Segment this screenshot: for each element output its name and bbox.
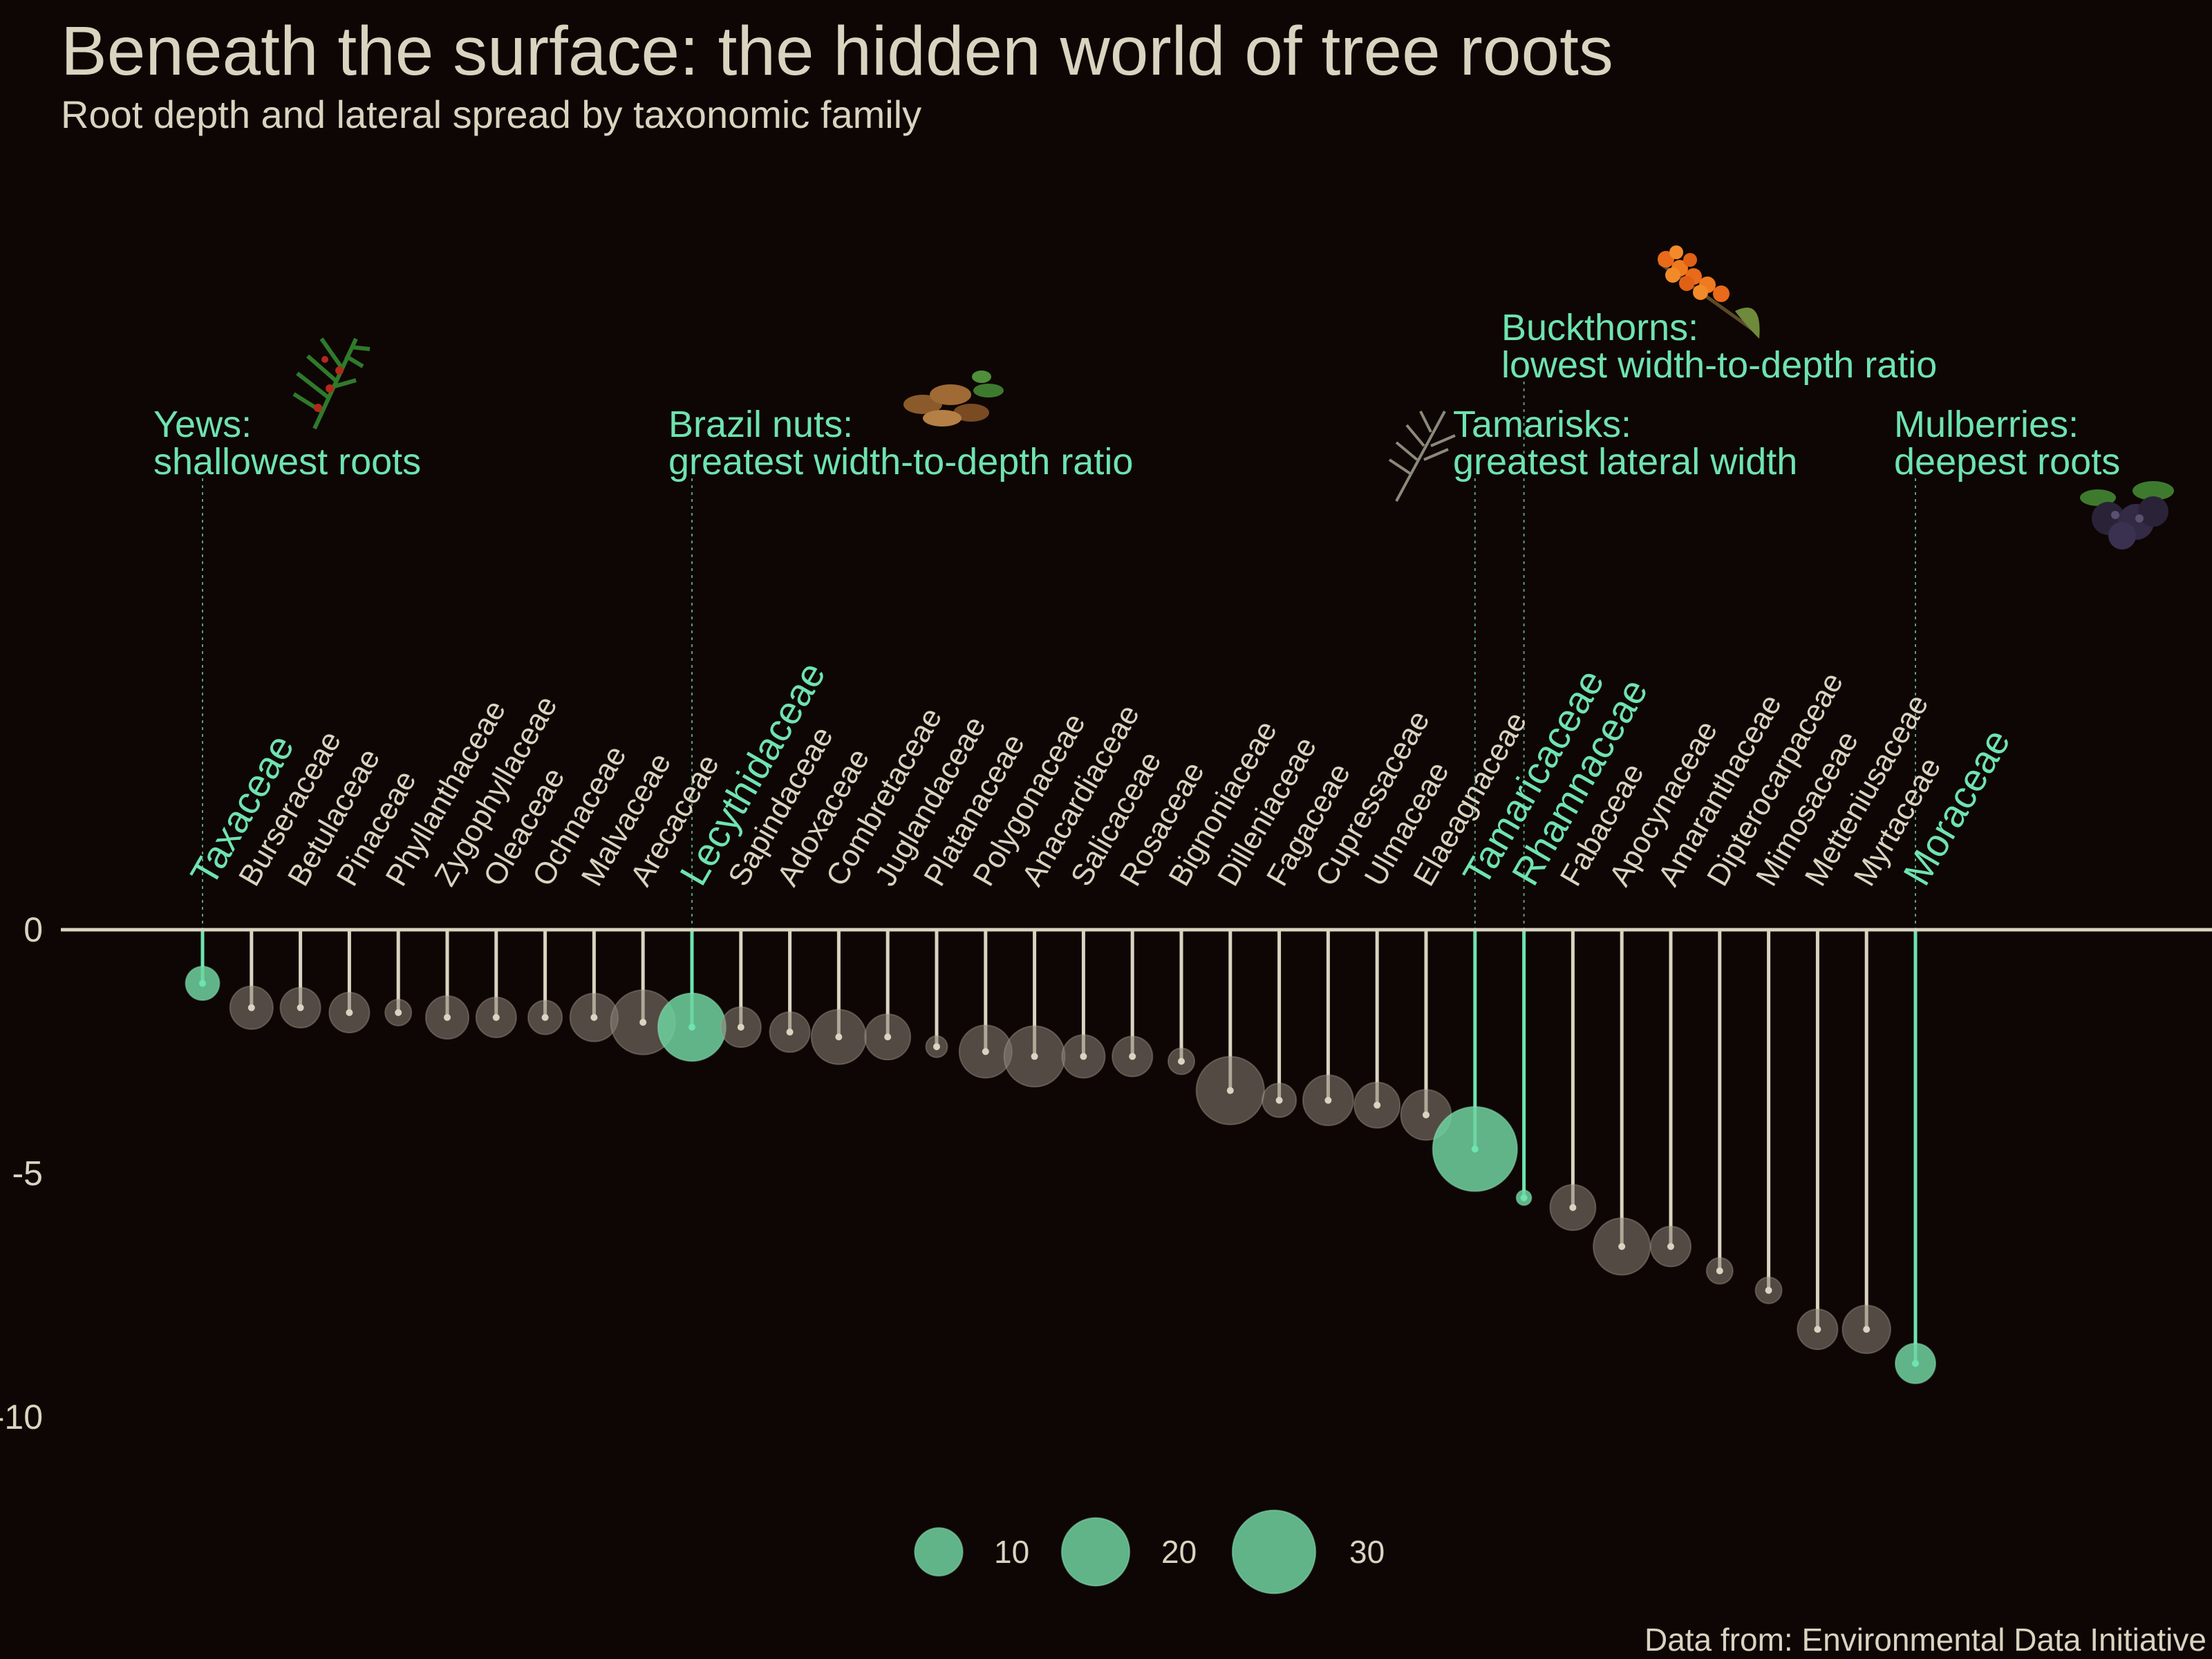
bubble-center-dot — [1423, 1111, 1430, 1118]
bubble-center-dot — [1080, 1053, 1087, 1060]
brazil-nuts-icon — [903, 371, 1004, 427]
bubble-center-dot — [1324, 1096, 1332, 1104]
legend-label: 30 — [1349, 1534, 1385, 1570]
bubble-center-dot — [395, 1009, 402, 1016]
legend-bubble — [1060, 1517, 1131, 1587]
y-axis: 0 -5 -10 — [0, 910, 2212, 1436]
bubble-center-dot — [492, 1013, 500, 1021]
annotation-icons — [292, 245, 2174, 550]
annotation-title: Mulberries: — [1894, 404, 2079, 445]
sea-buckthorn-icon — [1658, 245, 1760, 339]
annotation-title: Tamarisks: — [1453, 404, 1631, 445]
chart-title: Beneath the surface: the hidden world of… — [61, 12, 1613, 90]
bubble-center-dot — [1716, 1267, 1723, 1275]
bubble-center-dot — [1667, 1243, 1674, 1250]
bubble-center-dot — [444, 1013, 451, 1021]
chart-subtitle: Root depth and lateral spread by taxonom… — [61, 93, 921, 136]
bubble-center-dot — [1912, 1360, 1919, 1367]
lollipop-stems — [200, 930, 1918, 1364]
bubble-center-dot — [933, 1043, 940, 1051]
family-labels: TaxaceaeBurseraceaeBetulaceaePinaceaePhy… — [182, 655, 2018, 892]
bubble-center-dot — [1471, 1145, 1479, 1153]
legend-bubble — [1231, 1509, 1317, 1595]
y-tick-label: 0 — [24, 910, 43, 949]
y-tick-label: -5 — [12, 1154, 43, 1193]
bubble-center-dot — [688, 1024, 695, 1031]
bubble-center-dot — [1129, 1053, 1136, 1060]
bubble-center-dot — [247, 1004, 255, 1011]
bubble-center-dot — [199, 980, 206, 987]
annotation-title: Brazil nuts: — [668, 404, 853, 445]
bubble-center-dot — [1569, 1203, 1577, 1211]
mulberry-icon — [2080, 481, 2174, 550]
bubble-center-dot — [346, 1009, 353, 1016]
legend-bubble — [914, 1527, 964, 1577]
bubble-center-dot — [1618, 1243, 1626, 1250]
bubble-center-dot — [737, 1024, 744, 1031]
bubble-center-dot — [1374, 1101, 1381, 1109]
bubble-center-dot — [639, 1018, 647, 1026]
bubble-center-dot — [1031, 1053, 1038, 1060]
data-source-caption: Data from: Environmental Data Initiative — [1644, 1622, 2206, 1658]
bubble-center-dot — [541, 1013, 549, 1021]
legend-label: 20 — [1161, 1534, 1197, 1570]
bubble-center-dot — [297, 1004, 304, 1011]
size-legend: 10 20 30 — [914, 1509, 1385, 1595]
annotation-detail: lowest width-to-depth ratio — [1501, 344, 1937, 386]
annotation-detail: greatest lateral width — [1453, 441, 1797, 482]
bubble-center-dot — [982, 1048, 989, 1056]
bubble-center-dot — [1814, 1326, 1821, 1333]
tamarisk-sprig-icon — [1388, 411, 1456, 502]
bubble-center-dot — [1765, 1286, 1772, 1294]
y-tick-label: -10 — [0, 1398, 43, 1436]
bubble-center-dot — [835, 1033, 843, 1041]
bubble-center-dot — [1226, 1087, 1234, 1094]
annotation-detail: greatest width-to-depth ratio — [668, 441, 1133, 482]
lollipop-bubbles — [185, 965, 1937, 1385]
bubble-center-dot — [590, 1013, 598, 1021]
bubble-center-dot — [1275, 1096, 1283, 1104]
bubble-center-dot — [1520, 1194, 1528, 1201]
annotation-title: Yews: — [153, 404, 252, 445]
bubble-center-dot — [1178, 1058, 1185, 1065]
bubble-center-dot — [1863, 1326, 1871, 1333]
yew-branch-icon — [292, 337, 371, 430]
annotation-title: Buckthorns: — [1501, 307, 1698, 348]
legend-label: 10 — [994, 1534, 1029, 1570]
annotation-detail: shallowest roots — [153, 441, 421, 482]
bubble-center-dot — [884, 1033, 892, 1041]
annotation-detail: deepest roots — [1894, 441, 2120, 482]
bubble-center-dot — [786, 1029, 794, 1036]
